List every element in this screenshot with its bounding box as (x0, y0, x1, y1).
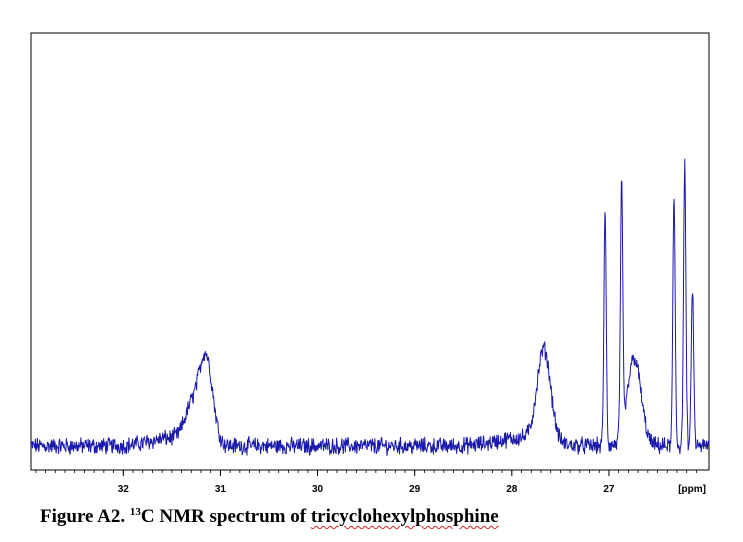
caption-compound-name: tricyclohexylphosphine (310, 506, 499, 527)
caption-isotope-superscript: 13 (129, 506, 141, 518)
caption-prefix: Figure A2. (40, 506, 130, 527)
caption-middle: C NMR spectrum of (140, 506, 311, 527)
figure-caption: Figure A2. 13C NMR spectrum of tricycloh… (40, 506, 499, 528)
x-axis-label: [ppm] (678, 484, 706, 495)
x-tick-label: 32 (118, 484, 130, 495)
spectrum-series-line (30, 158, 710, 457)
x-tick-label: 27 (603, 484, 615, 495)
x-tick-label: 28 (506, 484, 518, 495)
plot-frame (30, 32, 710, 471)
x-tick-label: 30 (312, 484, 324, 495)
x-axis-ticks: 32 31 30 29 28 27 (35, 470, 697, 495)
x-tick-label: 31 (215, 484, 227, 495)
x-tick-label: 29 (409, 484, 421, 495)
nmr-spectrum-chart: 32 31 30 29 28 27 [ppm] (30, 32, 710, 495)
